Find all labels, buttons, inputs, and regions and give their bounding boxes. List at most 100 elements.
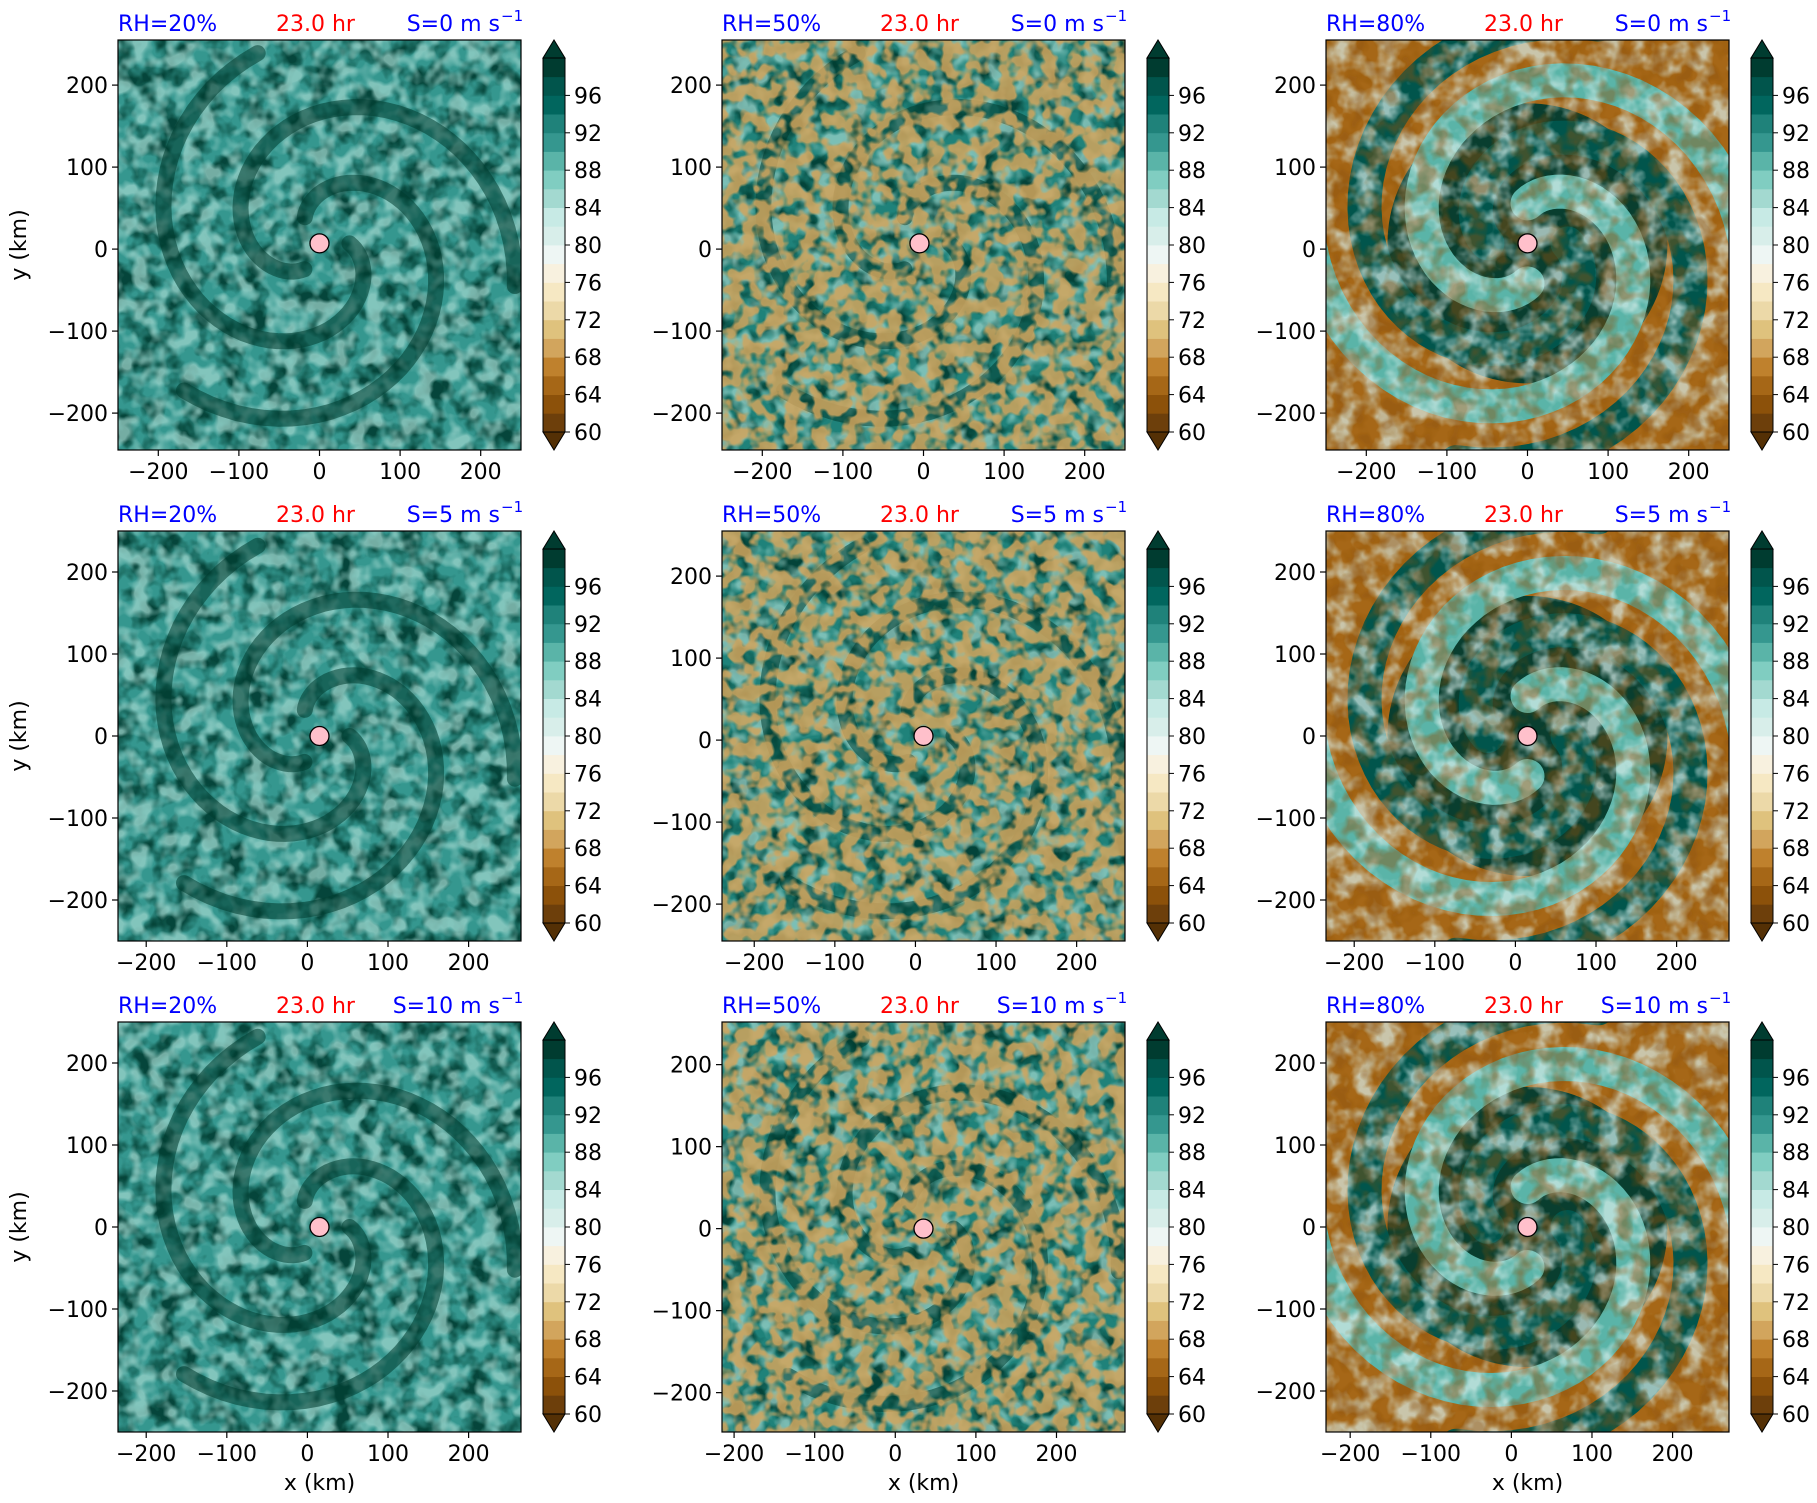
colorbar-segment	[1147, 1301, 1169, 1321]
colorbar-extend-max	[542, 530, 566, 550]
y-axis-label: y (km)	[7, 700, 32, 771]
colorbar-segment	[543, 357, 565, 377]
colorbar-segment	[543, 754, 565, 774]
colorbar-segment	[1147, 567, 1169, 587]
colorbar-segment	[1751, 114, 1773, 134]
title-shear: S=10 m s	[1601, 994, 1708, 1019]
title-rh: RH=50%	[722, 503, 821, 528]
colorbar-tick-label: 68	[1782, 837, 1810, 862]
x-tick-label: 0	[313, 460, 327, 485]
y-tick-label: −200	[1256, 402, 1316, 427]
colorbar-extend-max	[1750, 530, 1774, 550]
panel-3: −200 −100 0 100 200 −200 −100 0 100 200 RH=80% 23.0…	[1256, 7, 1810, 485]
x-tick-label: 100	[983, 460, 1025, 485]
colorbar-tick-label: 72	[574, 800, 602, 825]
colorbar: 96 92 88 84 80 76 72 68 64 60	[1146, 1021, 1206, 1433]
x-tick-label: −100	[813, 460, 873, 485]
colorbar-tick-label: 84	[1178, 197, 1206, 222]
colorbar-segment	[1751, 549, 1773, 569]
spiral-band	[232, 591, 521, 787]
colorbar-segment	[1751, 829, 1773, 849]
colorbar-segment	[1147, 866, 1169, 886]
colorbar-tick-label: 72	[1178, 1291, 1206, 1316]
x-tick-label: −200	[732, 460, 792, 485]
x-axis-label: x (km)	[888, 1471, 959, 1496]
spiral-band	[155, 45, 372, 350]
colorbar-segment	[1147, 1189, 1169, 1209]
colorbar-tick-label: 64	[1782, 875, 1810, 900]
colorbar-segment	[1147, 114, 1169, 134]
colorbar-segment	[543, 1040, 565, 1060]
colorbar-segment	[1751, 586, 1773, 606]
x-axis-label: x (km)	[1492, 1471, 1563, 1496]
y-tick-label: 200	[66, 74, 108, 99]
colorbar-extend-min	[1146, 922, 1170, 942]
colorbar-segment	[543, 1395, 565, 1415]
colorbar-segment	[1147, 263, 1169, 283]
title-shear-exponent: −1	[501, 498, 523, 516]
colorbar-segment	[543, 1376, 565, 1396]
colorbar-segment	[1751, 1077, 1773, 1097]
y-tick-label: 200	[670, 74, 712, 99]
title-shear-exponent: −1	[1709, 498, 1731, 516]
colorbar-tick-label: 64	[574, 1366, 602, 1391]
colorbar-tick-label: 76	[1178, 762, 1206, 787]
spiral-band	[232, 99, 521, 294]
title-time: 23.0 hr	[880, 994, 960, 1019]
colorbar-tick-label: 80	[1782, 1216, 1810, 1241]
colorbar-segment	[1751, 661, 1773, 681]
colorbar-segment	[1147, 848, 1169, 868]
colorbar-segment	[1147, 319, 1169, 339]
colorbar-segment	[1751, 132, 1773, 152]
colorbar-segment	[1751, 810, 1773, 830]
title-rh: RH=50%	[722, 994, 821, 1019]
title-shear-exponent: −1	[1709, 989, 1731, 1007]
colorbar-tick-label: 92	[1178, 613, 1206, 638]
title-shear: S=5 m s	[1011, 503, 1104, 528]
colorbar-segment	[543, 301, 565, 321]
colorbar-segment	[1147, 586, 1169, 606]
colorbar-tick-label: 84	[1782, 197, 1810, 222]
colorbar-segment	[1751, 76, 1773, 96]
colorbar-tick-label: 76	[1782, 1253, 1810, 1278]
y-tick-label: −100	[1256, 807, 1316, 832]
colorbar-segment	[543, 1301, 565, 1321]
colorbar-extend-min	[1750, 431, 1774, 451]
colorbar-tick-label: 68	[574, 1328, 602, 1353]
title-shear: S=0 m s	[407, 12, 500, 37]
x-tick-label: 200	[1064, 460, 1106, 485]
colorbar-segment	[1751, 848, 1773, 868]
colorbar-segment	[543, 1114, 565, 1134]
colorbar-segment	[1147, 394, 1169, 414]
title-rh: RH=50%	[722, 12, 821, 37]
colorbar-tick-label: 64	[1178, 875, 1206, 900]
colorbar-segment	[543, 792, 565, 812]
colorbar-tick-label: 92	[1782, 122, 1810, 147]
y-tick-label: 200	[66, 1052, 108, 1077]
colorbar-tick-label: 92	[574, 122, 602, 147]
colorbar-extend-min	[542, 1413, 566, 1433]
colorbar-tick-label: 96	[1782, 84, 1810, 109]
colorbar-tick-label: 60	[1782, 912, 1810, 937]
y-tick-label: −100	[48, 320, 108, 345]
x-tick-label: −200	[1336, 460, 1396, 485]
colorbar-segment	[1751, 1208, 1773, 1228]
colorbar-segment	[1147, 413, 1169, 433]
colorbar-segment	[1147, 207, 1169, 227]
title-shear-exponent: −1	[1105, 989, 1127, 1007]
colorbar-segment	[1147, 170, 1169, 190]
x-tick-label: 200	[1035, 1442, 1077, 1467]
x-tick-label: −100	[197, 951, 257, 976]
colorbar-segment	[1147, 1339, 1169, 1359]
colorbar-extend-max	[1146, 1021, 1170, 1041]
y-tick-label: 100	[1274, 643, 1316, 668]
colorbar-segment	[1751, 698, 1773, 718]
colorbar-tick-label: 92	[1178, 122, 1206, 147]
colorbar-segment	[1751, 245, 1773, 265]
colorbar-segment	[543, 642, 565, 662]
colorbar-segment	[543, 375, 565, 395]
colorbar-segment	[1751, 1301, 1773, 1321]
colorbar-tick-label: 60	[574, 1403, 602, 1428]
spiral-band	[155, 1028, 372, 1333]
rh-field	[118, 531, 521, 941]
